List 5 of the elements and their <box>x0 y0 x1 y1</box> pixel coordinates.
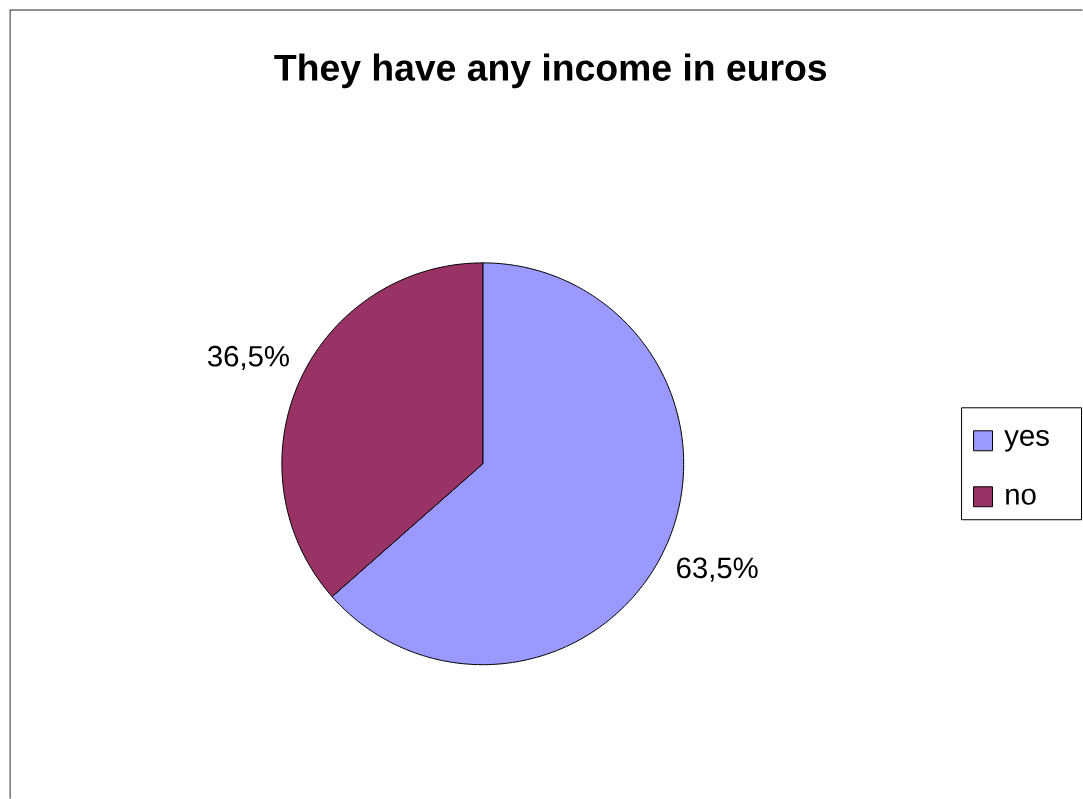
legend-label: yes <box>1004 429 1049 452</box>
legend-label: no <box>1006 488 1036 505</box>
data-label: 63,5% <box>677 557 758 582</box>
chart-title: They have any income in euros <box>274 53 827 89</box>
data-label: 36,5% <box>207 345 289 370</box>
